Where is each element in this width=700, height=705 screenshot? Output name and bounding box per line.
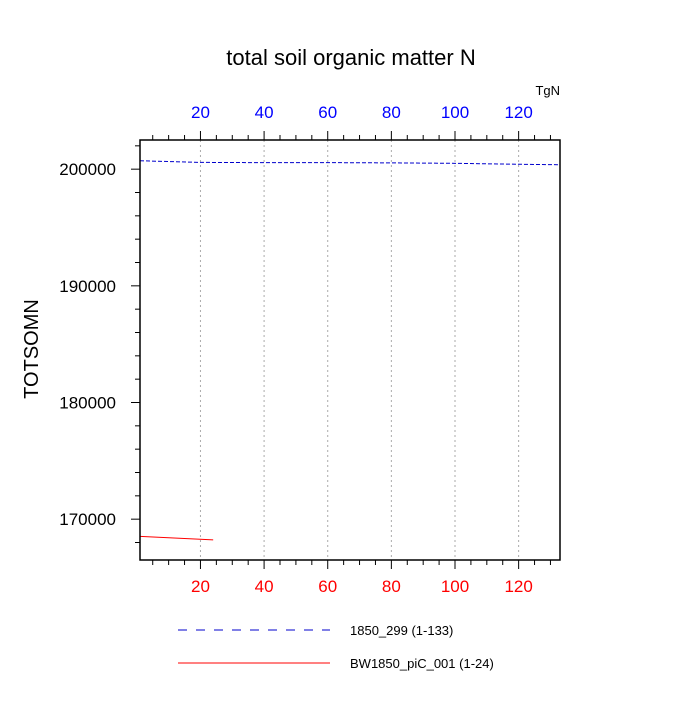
x-tick-label-top: 40 — [255, 103, 274, 122]
y-tick-label: 170000 — [59, 510, 116, 529]
x-tick-label-bottom: 20 — [191, 577, 210, 596]
grid-lines — [199, 140, 520, 560]
x-tick-label-top: 80 — [382, 103, 401, 122]
y-tick-label: 200000 — [59, 160, 116, 179]
axes: 20 20 40 40 60 60 80 80 100 100 120 120 170000 180000… — [59, 103, 561, 596]
x-tick-label-top: 20 — [191, 103, 210, 122]
legend-label-1: 1850_299 (1-133) — [350, 623, 453, 638]
series-lines — [139, 160, 561, 541]
chart-title: total soil organic matter N — [226, 45, 475, 70]
legend-label-2: BW1850_piC_001 (1-24) — [350, 656, 494, 671]
x-tick-label-bottom: 60 — [318, 577, 337, 596]
x-tick-label-bottom: 40 — [255, 577, 274, 596]
units-label: TgN — [535, 83, 560, 98]
x-tick-label-top: 120 — [504, 103, 532, 122]
series-line-2 — [139, 535, 214, 541]
x-tick-label-bottom: 100 — [441, 577, 469, 596]
y-tick-label: 190000 — [59, 277, 116, 296]
x-tick-label-bottom: 80 — [382, 577, 401, 596]
x-tick-label-bottom: 120 — [504, 577, 532, 596]
legend: 1850_299 (1-133) BW1850_piC_001 (1-24) — [178, 623, 494, 671]
y-tick-label: 180000 — [59, 394, 116, 413]
x-tick-label-top: 60 — [318, 103, 337, 122]
plot-frame — [139, 139, 561, 561]
series-line-1 — [139, 160, 561, 166]
y-axis-label: TOTSOMN — [21, 299, 43, 399]
x-tick-label-top: 100 — [441, 103, 469, 122]
